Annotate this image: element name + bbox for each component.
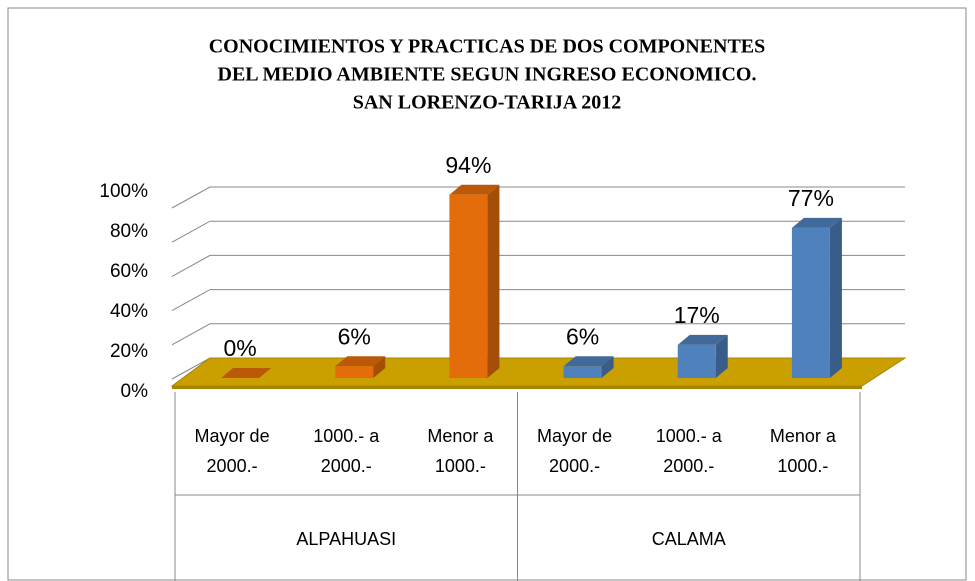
bar-top [791, 217, 842, 228]
bar-side [715, 334, 728, 378]
bar [563, 366, 602, 378]
floor-edge [172, 386, 862, 389]
x-tick-label: 2000.- [321, 456, 372, 476]
y-tick-label: 20% [110, 341, 148, 362]
data-label: 6% [338, 323, 371, 349]
chart-title: SAN LORENZO-TARIJA 2012 [353, 92, 622, 114]
bar [677, 344, 716, 378]
x-tick-label: 2000.- [663, 456, 714, 476]
x-tick-label: Menor a [770, 426, 837, 446]
x-tick-label: 1000.- [435, 456, 486, 476]
y-tick-label: 40% [110, 301, 148, 322]
x-tick-label: 1000.- [777, 456, 828, 476]
grid-line [171, 289, 905, 312]
data-label: 0% [223, 335, 256, 361]
grid-line [171, 220, 905, 243]
data-label: 94% [445, 152, 491, 178]
y-tick-label: 100% [99, 181, 148, 202]
data-label: 17% [674, 302, 720, 328]
data-label: 6% [566, 323, 599, 349]
grid-line [171, 254, 905, 277]
bar-top [221, 368, 272, 378]
bar-side [601, 356, 614, 378]
grid-line [171, 186, 905, 209]
bar-side [829, 217, 842, 378]
grid-line [171, 323, 905, 346]
bar-top [563, 356, 614, 367]
bar-side [373, 356, 386, 378]
bar-top [449, 184, 500, 195]
y-tick-label: 80% [110, 221, 148, 242]
x-tick-label: Mayor de [537, 426, 612, 446]
chart-title: CONOCIMIENTOS Y PRACTICAS DE DOS COMPONE… [209, 36, 766, 58]
y-tick-label: 60% [110, 261, 148, 282]
data-label: 77% [788, 185, 834, 211]
bar-top [335, 356, 386, 367]
chart-title: DEL MEDIO AMBIENTE SEGUN INGRESO ECONOMI… [218, 64, 757, 86]
x-tick-label: Mayor de [195, 426, 270, 446]
x-tick-label: 1000.- a [313, 426, 380, 446]
x-tick-label: 2000.- [207, 456, 258, 476]
x-tick-label: Menor a [427, 426, 494, 446]
x-tick-label: 1000.- a [656, 426, 723, 446]
bar [335, 366, 374, 378]
bar [791, 227, 830, 378]
group-label: CALAMA [652, 529, 726, 549]
bar-top [677, 334, 728, 345]
group-label: ALPAHUASI [296, 529, 396, 549]
bar-side [487, 184, 500, 378]
bar [449, 194, 488, 378]
x-tick-label: 2000.- [549, 456, 600, 476]
y-tick-label: 0% [121, 381, 149, 402]
